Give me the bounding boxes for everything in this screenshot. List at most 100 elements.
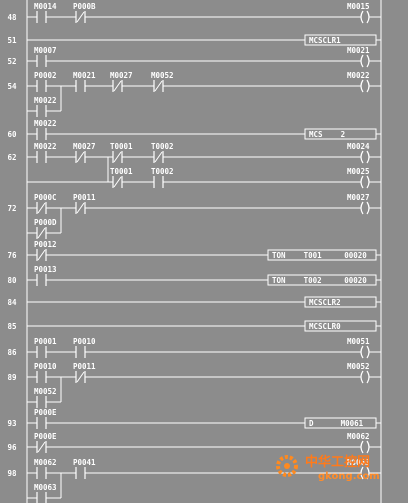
step-number: 76	[7, 251, 17, 260]
step-number: 96	[7, 443, 17, 452]
contact-address: P000B	[73, 2, 96, 11]
contact[interactable]: P0041	[73, 458, 96, 479]
step-number: 54	[7, 82, 17, 91]
contact[interactable]: P000E	[34, 432, 57, 453]
contact[interactable]: T0002	[151, 142, 174, 163]
contact-address: P000E	[34, 432, 57, 441]
output-coil[interactable]: M0052	[347, 362, 370, 384]
coil-address: M0027	[347, 193, 370, 202]
contact[interactable]: M0022	[34, 96, 57, 117]
contact[interactable]: T0002	[151, 167, 174, 188]
contact[interactable]: P0010	[34, 362, 57, 383]
contact-address: P0001	[34, 337, 57, 346]
coil-symbol	[366, 150, 370, 164]
contact[interactable]: P000D	[34, 218, 57, 239]
coil-symbol	[360, 370, 364, 384]
coil-symbol	[360, 175, 364, 189]
function-box-text: TON T002 00020	[272, 276, 367, 285]
output-coil[interactable]: M0051	[347, 337, 370, 359]
contact[interactable]: P0011	[73, 193, 96, 214]
contact-address: T0002	[151, 142, 174, 151]
contact[interactable]: P0012	[34, 240, 57, 261]
contact-address: P000D	[34, 218, 57, 227]
function-box-text: MCSCLR2	[309, 298, 341, 307]
contact[interactable]: M0063	[34, 483, 57, 503]
contact[interactable]: M0022	[34, 142, 57, 163]
contact-address: M0021	[73, 71, 96, 80]
coil-address: M0022	[347, 71, 370, 80]
output-coil[interactable]: M0027	[347, 193, 370, 215]
output-coil[interactable]: M0062	[347, 432, 370, 454]
contact-symbol	[76, 202, 85, 214]
contact-symbol	[37, 249, 46, 261]
contact-symbol	[37, 202, 46, 214]
contact[interactable]: M0014	[34, 2, 57, 23]
coil-address: M0021	[347, 46, 370, 55]
coil-symbol	[360, 54, 364, 68]
gear-icon	[276, 455, 298, 477]
contact-symbol	[154, 151, 163, 163]
function-box[interactable]: D M0061	[304, 417, 377, 429]
coil-address: M0063	[347, 458, 370, 467]
contact-symbol	[37, 441, 46, 453]
contact-address: M0052	[34, 387, 57, 396]
contact-address: M0062	[34, 458, 57, 467]
contact-symbol	[154, 80, 163, 92]
coil-address: M0015	[347, 2, 370, 11]
contact[interactable]: M0027	[110, 71, 133, 92]
output-coil[interactable]: M0015	[347, 2, 370, 24]
contact[interactable]: M0052	[151, 71, 174, 92]
contact[interactable]: P000C	[34, 193, 57, 214]
contact[interactable]: M0027	[73, 142, 96, 163]
coil-symbol	[360, 440, 364, 454]
coil-symbol	[360, 466, 364, 480]
contact[interactable]: M0007	[34, 46, 57, 67]
output-coil[interactable]: M0025	[347, 167, 370, 189]
output-coil[interactable]: M0024	[347, 142, 370, 164]
step-number: 48	[7, 13, 17, 22]
contact-address: M0063	[34, 483, 57, 492]
contact[interactable]: T0001	[110, 142, 133, 163]
contact[interactable]: P0001	[34, 337, 57, 358]
function-box[interactable]: MCS 2	[304, 128, 377, 140]
contact[interactable]: P0013	[34, 265, 57, 286]
step-number: 60	[7, 130, 17, 139]
watermark-title: 中华工控网	[305, 454, 370, 470]
contact[interactable]: P000E	[34, 408, 57, 429]
coil-symbol	[366, 175, 370, 189]
contact[interactable]: M0062	[34, 458, 57, 479]
contact[interactable]: M0052	[34, 387, 57, 408]
contact-address: P0011	[73, 362, 96, 371]
coil-symbol	[360, 79, 364, 93]
output-coil[interactable]: M0022	[347, 71, 370, 93]
function-box-text: TON T001 00020	[272, 251, 367, 260]
contact-address: P000E	[34, 408, 57, 417]
contact-address: M0052	[151, 71, 174, 80]
contact[interactable]: P000B	[73, 2, 96, 23]
contact[interactable]: P0011	[73, 362, 96, 383]
function-box[interactable]: MCSCLR0	[304, 320, 377, 332]
function-box[interactable]: MCSCLR1	[304, 34, 377, 46]
contact-address: P0010	[34, 362, 57, 371]
function-box[interactable]: MCSCLR2	[304, 296, 377, 308]
contact-symbol	[113, 176, 122, 188]
contact[interactable]: P0002	[34, 71, 57, 92]
function-box[interactable]: TON T002 00020	[267, 274, 377, 286]
function-box[interactable]: TON T001 00020	[267, 249, 377, 261]
contact-address: P0011	[73, 193, 96, 202]
function-box-text: MCSCLR1	[309, 36, 341, 45]
watermark-url: gkong.com	[318, 471, 380, 482]
contact-symbol	[76, 11, 85, 23]
output-coil[interactable]: M0021	[347, 46, 370, 68]
contact[interactable]: M0021	[73, 71, 96, 92]
contact[interactable]: M0022	[34, 119, 57, 140]
coil-symbol	[366, 370, 370, 384]
contact-address: P000C	[34, 193, 57, 202]
step-number: 84	[7, 298, 17, 307]
step-number: 89	[7, 373, 17, 382]
contact-address: T0001	[110, 167, 133, 176]
contact-address: P0002	[34, 71, 57, 80]
contact[interactable]: T0001	[110, 167, 133, 188]
contact[interactable]: P0010	[73, 337, 96, 358]
